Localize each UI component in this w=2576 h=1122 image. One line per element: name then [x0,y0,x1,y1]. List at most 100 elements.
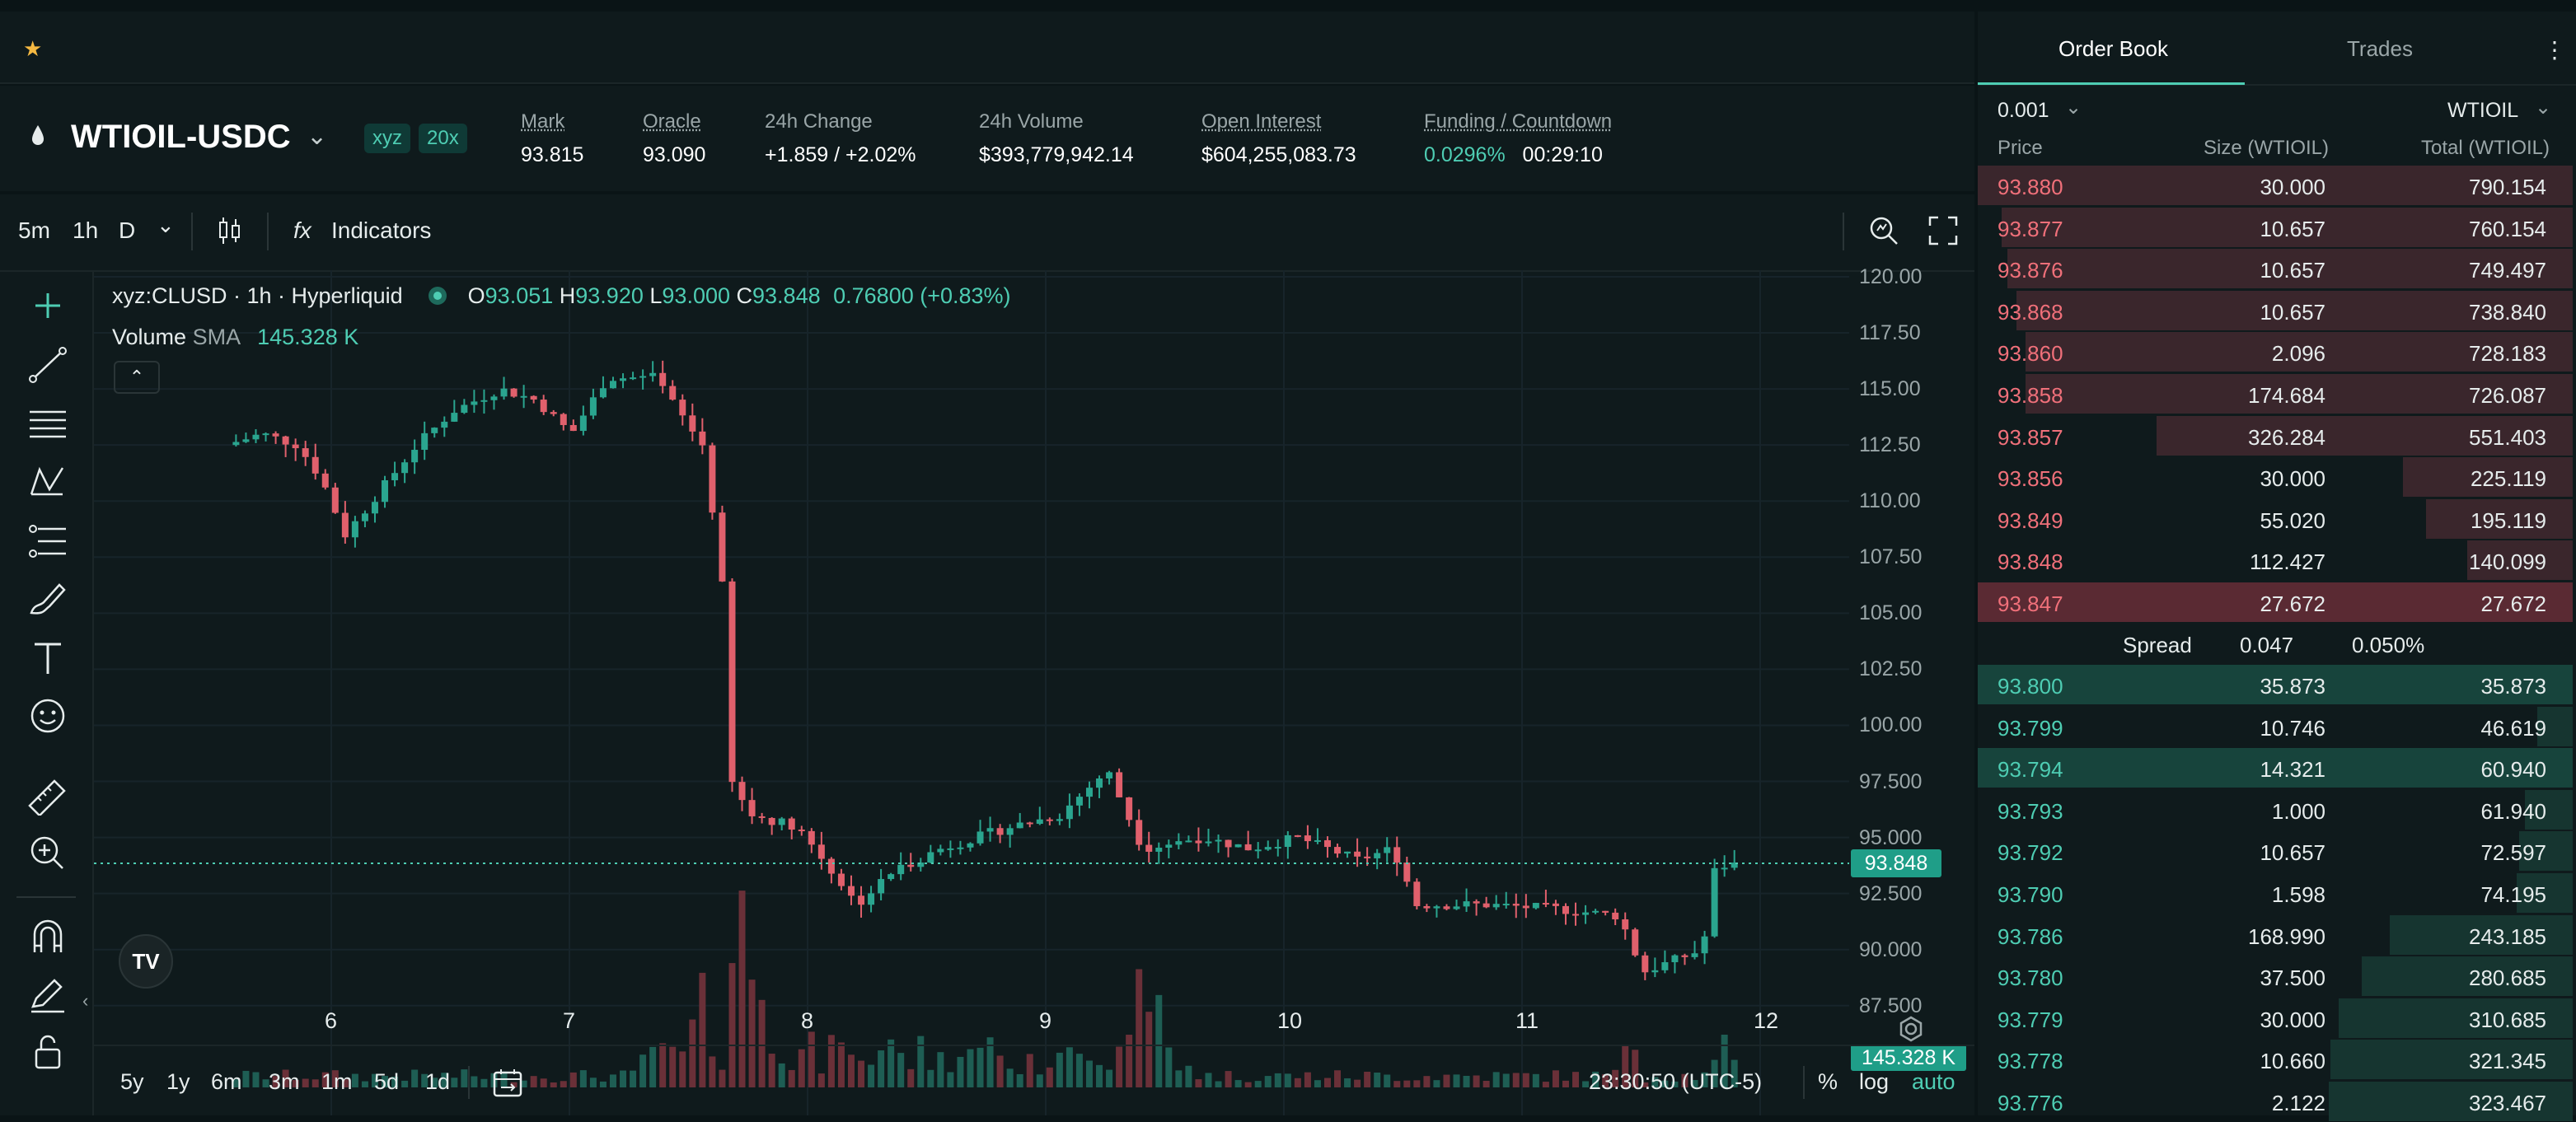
volume-bar [1691,1080,1698,1087]
cell-size: 35.873 [2260,674,2325,699]
chevron-down-icon[interactable]: ⌄ [307,123,328,150]
legend-title: xyz:CLUSD · 1h · Hyperliquid [112,283,403,308]
interval-chevron-icon[interactable]: ⌄ [157,213,175,237]
volume-bar [748,979,756,1087]
log-scale-toggle[interactable]: log [1859,1069,1890,1094]
settings-icon[interactable] [1897,1015,1925,1043]
ask-row[interactable]: 93.868 10.657 738.840 [1978,290,2573,331]
bid-row[interactable]: 93.776 2.122 323.467 [1978,1081,2573,1122]
bid-row[interactable]: 93.778 10.660 321.345 [1978,1039,2573,1080]
range-1m[interactable]: 1m [321,1069,353,1094]
bid-row[interactable]: 93.786 168.990 243.185 [1978,914,2573,956]
volume-bar [788,1069,795,1087]
ask-row[interactable]: 93.856 30.000 225.119 [1978,456,2573,498]
interval-1h[interactable]: 1h [73,217,99,243]
collapse-legend-button[interactable]: ⌃ [114,361,160,394]
tick-size-select[interactable]: 0.001 [1998,99,2049,122]
candle-body [709,445,716,513]
tradingview-logo[interactable]: TV [119,934,173,989]
tab-trades[interactable]: Trades [2347,36,2413,61]
bid-row[interactable]: 93.800 35.873 35.873 [1978,664,2573,705]
bid-row[interactable]: 93.779 30.000 310.685 [1978,998,2573,1039]
star-icon[interactable]: ★ [23,36,43,61]
time-axis[interactable]: 6 7 8 9 10 11 12 [94,1008,1849,1041]
x-tick-label: 9 [1039,1008,1052,1033]
emoji-icon[interactable] [23,695,73,736]
chart-clock[interactable]: 23:30:50 (UTC-5) [1589,1069,1763,1094]
pattern-icon[interactable] [23,461,73,503]
unit-chevron-icon[interactable]: ⌄ [2535,96,2552,119]
interval-5m[interactable]: 5m [18,217,50,243]
candle-body [1106,772,1113,778]
bid-row[interactable]: 93.780 37.500 280.685 [1978,956,2573,997]
percent-scale-toggle[interactable]: % [1818,1069,1838,1094]
ask-row[interactable]: 93.858 174.684 726.087 [1978,373,2573,414]
cell-price: 93.856 [1998,466,2063,492]
candle-type-icon[interactable] [216,214,244,247]
lock-drawing-pencil-icon[interactable] [23,974,73,1015]
volume-bar [907,1068,915,1087]
tab-order-book[interactable]: Order Book [2058,36,2168,61]
candle-body [1582,912,1590,915]
ask-row[interactable]: 93.847 27.672 27.672 [1978,582,2573,623]
horizontal-lines-icon[interactable] [23,402,73,443]
y-tick-label: 87.500 [1859,993,1923,1017]
zoom-in-icon[interactable] [23,832,73,873]
price-chart[interactable] [94,270,1849,1115]
trend-line-icon[interactable] [23,344,73,386]
crosshair-icon[interactable] [23,285,73,326]
volume-bar [1403,1080,1411,1087]
bid-row[interactable]: 93.792 10.657 72.597 [1978,830,2573,872]
candle-body [630,377,637,380]
ask-row[interactable]: 93.849 55.020 195.119 [1978,498,2573,540]
price-axis[interactable]: 120.00 117.50 115.00 112.50 110.00 107.50 105.… [1849,265,1974,1115]
ask-row[interactable]: 93.876 10.657 749.497 [1978,248,2573,289]
range-5d[interactable]: 5d [374,1069,400,1094]
volume-bar [827,1035,835,1087]
candle-body [361,513,368,521]
bid-row[interactable]: 93.790 1.598 74.195 [1978,872,2573,914]
volume-bar [1592,1071,1599,1087]
depth-bar [2389,914,2573,955]
candle-body [897,864,905,875]
fullscreen-icon[interactable] [1928,216,1958,245]
magnet-icon[interactable] [23,916,73,957]
market-symbol[interactable]: WTIOIL-USDC [71,119,291,155]
text-icon[interactable] [23,638,73,679]
range-6m[interactable]: 6m [211,1069,242,1094]
range-3m[interactable]: 3m [269,1069,300,1094]
bid-row[interactable]: 93.793 1.000 61.940 [1978,789,2573,830]
candle-body [986,828,994,832]
legend-high: 93.920 [575,283,644,308]
indicators-button[interactable]: Indicators [331,217,432,243]
lock-icon[interactable] [23,1031,73,1073]
bid-row[interactable]: 93.794 14.321 60.940 [1978,747,2573,788]
unit-select[interactable]: WTIOIL [2447,99,2519,122]
bid-row[interactable]: 93.799 10.746 46.619 [1978,706,2573,747]
volume-bar [1731,1059,1738,1087]
range-5y[interactable]: 5y [120,1069,144,1094]
y-tick-label: 97.500 [1859,769,1923,793]
more-options-icon[interactable]: ⋮ [2543,37,2566,63]
tick-size-chevron-icon[interactable]: ⌄ [2065,96,2082,119]
interval-d[interactable]: D [119,217,136,243]
ask-row[interactable]: 93.877 10.657 760.154 [1978,207,2573,248]
range-1y[interactable]: 1y [166,1069,190,1094]
collapse-toolbar-icon[interactable]: ‹ [82,990,89,1011]
volume-bar [401,1080,409,1087]
chart-legend: xyz:CLUSD · 1h · Hyperliquid O93.051 H93… [112,283,1011,308]
ask-row[interactable]: 93.860 2.096 728.183 [1978,331,2573,372]
brush-icon[interactable] [23,578,73,619]
ask-row[interactable]: 93.880 30.000 790.154 [1978,165,2573,206]
fib-icon[interactable] [23,521,73,562]
ask-row[interactable]: 93.857 326.284 551.403 [1978,415,2573,456]
auto-scale-toggle[interactable]: auto [1912,1069,1955,1094]
fx-icon[interactable]: fx [293,217,311,243]
quick-search-icon[interactable] [1867,214,1900,247]
leverage-badge[interactable]: 20x [419,124,467,153]
date-range-icon[interactable] [491,1066,524,1099]
ruler-icon[interactable] [23,774,73,816]
ask-row[interactable]: 93.848 112.427 140.099 [1978,540,2573,581]
candle-body [401,462,409,474]
range-1d[interactable]: 1d [425,1069,451,1094]
